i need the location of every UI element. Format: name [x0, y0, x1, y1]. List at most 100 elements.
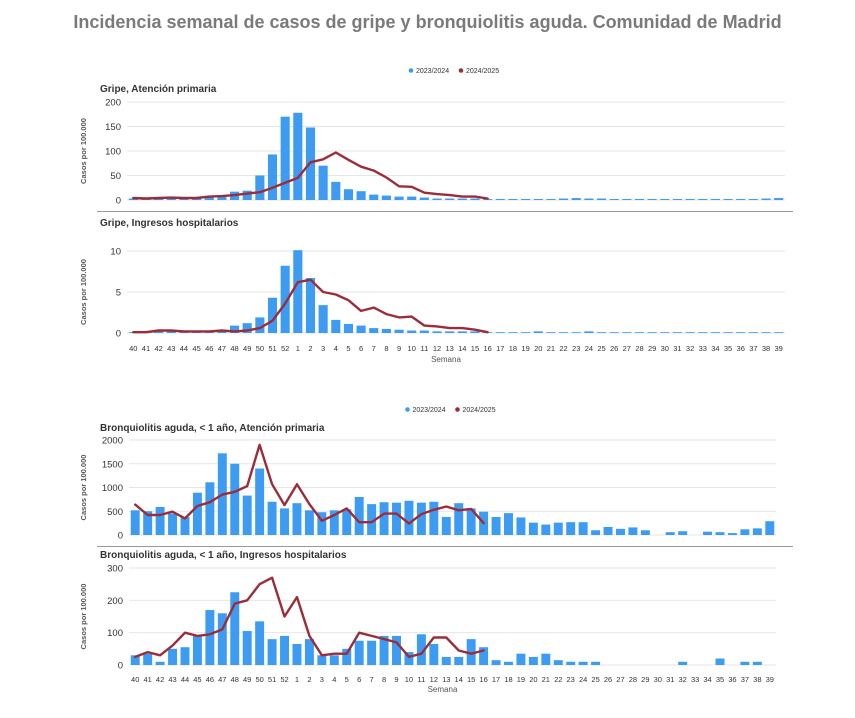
chart-0-bar: [280, 116, 290, 200]
chart-3-bar: [466, 639, 476, 665]
chart-2-bar: [454, 503, 464, 535]
chart-3-bar: [329, 655, 339, 665]
chart-3-xtick-label: 19: [517, 675, 525, 684]
chart-1-xtick-label: 32: [686, 344, 694, 353]
chart-3-xtick-label: 51: [268, 675, 276, 684]
chart-1-xtick-label: 24: [585, 344, 593, 353]
chart-3-xtick-label: 26: [604, 675, 612, 684]
chart-1-bar: [571, 332, 581, 333]
chart-1-xtick-label: 11: [420, 344, 428, 353]
chart-3-bar: [143, 653, 153, 665]
chart-3-ytick-label: 100: [107, 628, 123, 639]
chart-3-bar: [578, 661, 588, 665]
chart-3-xtick-label: 37: [741, 675, 749, 684]
chart-3-xtick-label: 31: [666, 675, 674, 684]
chart-1-bar: [508, 332, 518, 333]
chart-3-xtick-label: 45: [193, 675, 201, 684]
chart-3-bar: [217, 613, 227, 665]
chart-1-xtick-label: 15: [471, 344, 479, 353]
chart-1-xtick-label: 50: [256, 344, 264, 353]
chart-2-bar: [578, 522, 588, 535]
chart-3-xtick-label: 52: [280, 675, 288, 684]
chart-1-xtick-label: 5: [346, 344, 350, 353]
chart-3-bar: [230, 592, 240, 665]
chart-3-bar: [155, 661, 165, 665]
chart-3-bar: [441, 656, 451, 665]
chart-3-xtick-label: 15: [467, 675, 475, 684]
chart-1-xtick-label: 8: [384, 344, 388, 353]
legend-0-label-0: 2023/2024: [416, 68, 449, 75]
chart-1-bar: [596, 332, 607, 333]
chart-2-bar: [304, 510, 314, 535]
chart-1-bar: [559, 332, 569, 333]
chart-2-ytick-label: 1000: [102, 483, 123, 494]
chart-3-bar: [678, 661, 688, 665]
chart-1-bar: [736, 332, 746, 333]
chart-1-bar: [723, 332, 733, 333]
chart-3-xtick-label: 28: [629, 675, 637, 684]
chart-0-bar: [154, 198, 164, 200]
chart-1-xtick-label: 23: [572, 344, 580, 353]
chart-1-bar: [470, 331, 480, 333]
chart-0-bar: [166, 198, 176, 200]
chart-0-bar: [267, 154, 278, 200]
chart-2-bar: [441, 516, 451, 535]
chart-2-bar: [528, 522, 538, 535]
chart-3-xtick-label: 32: [679, 675, 687, 684]
chart-0-bar: [445, 198, 455, 200]
chart-2-bar: [242, 495, 252, 535]
chart-1-ytick-label: 0: [116, 329, 121, 340]
chart-1-title: Gripe, Ingresos hospitalarios: [100, 218, 239, 229]
chart-0-bar: [128, 198, 138, 200]
chart-3-bar: [404, 652, 414, 665]
chart-1-bar: [533, 331, 543, 333]
chart-0-ylabel: Casos por 100.000: [79, 118, 88, 184]
chart-0-bar: [508, 199, 518, 200]
chart-1-xtick-label: 51: [268, 344, 276, 353]
chart-1-bar: [343, 323, 353, 333]
chart-1-xtick-label: 16: [483, 344, 491, 353]
chart-1-bar: [356, 325, 366, 333]
chart-0-bar: [318, 165, 328, 200]
chart-1-bar: [457, 331, 467, 333]
chart-2-bar: [367, 504, 377, 535]
chart-2-bar: [342, 509, 352, 535]
chart-2-bar: [504, 513, 513, 535]
chart-3-bar: [342, 648, 352, 665]
chart-0-ytick-label: 150: [105, 122, 121, 133]
chart-1-xtick-label: 20: [534, 344, 542, 353]
chart-1-bar: [660, 332, 670, 333]
chart-3-bar: [752, 661, 762, 665]
chart-2-bar: [267, 501, 277, 535]
chart-1-xtick-label: 26: [610, 344, 618, 353]
chart-3-xtick-label: 20: [529, 675, 537, 684]
chart-1-xtick-label: 43: [167, 344, 175, 353]
legend-0-marker-1: [458, 68, 464, 73]
chart-1-xtick-label: 36: [737, 344, 745, 353]
chart-1-bar: [685, 332, 695, 333]
chart-1-xtick-label: 12: [433, 344, 441, 353]
chart-2-bar: [516, 517, 526, 535]
chart-1-xtick-label: 17: [496, 344, 504, 353]
chart-0-bar: [698, 199, 708, 200]
chart-1-bar: [293, 250, 303, 333]
chart-3-bar: [130, 655, 140, 665]
chart-2-bar: [354, 497, 364, 535]
chart-3-bar: [479, 647, 489, 665]
chart-0-bar: [432, 198, 442, 200]
chart-3-bar: [392, 635, 401, 665]
chart-3-bar: [168, 648, 178, 665]
chart-1-bar: [647, 332, 657, 333]
chart-2-bar: [703, 531, 713, 535]
chart-1-xtick-label: 40: [129, 344, 137, 353]
chart-0-ytick-label: 100: [105, 147, 121, 158]
chart-0-bar: [457, 198, 467, 200]
chart-3-xtick-label: 38: [753, 675, 761, 684]
chart-2-bar: [566, 522, 576, 535]
chart-3-xtick-label: 16: [479, 675, 487, 684]
chart-1-bar: [419, 330, 429, 333]
legend-2-marker-0: [405, 407, 410, 412]
chart-3-xtick-label: 6: [357, 675, 361, 684]
chart-3-xtick-label: 17: [492, 675, 500, 684]
